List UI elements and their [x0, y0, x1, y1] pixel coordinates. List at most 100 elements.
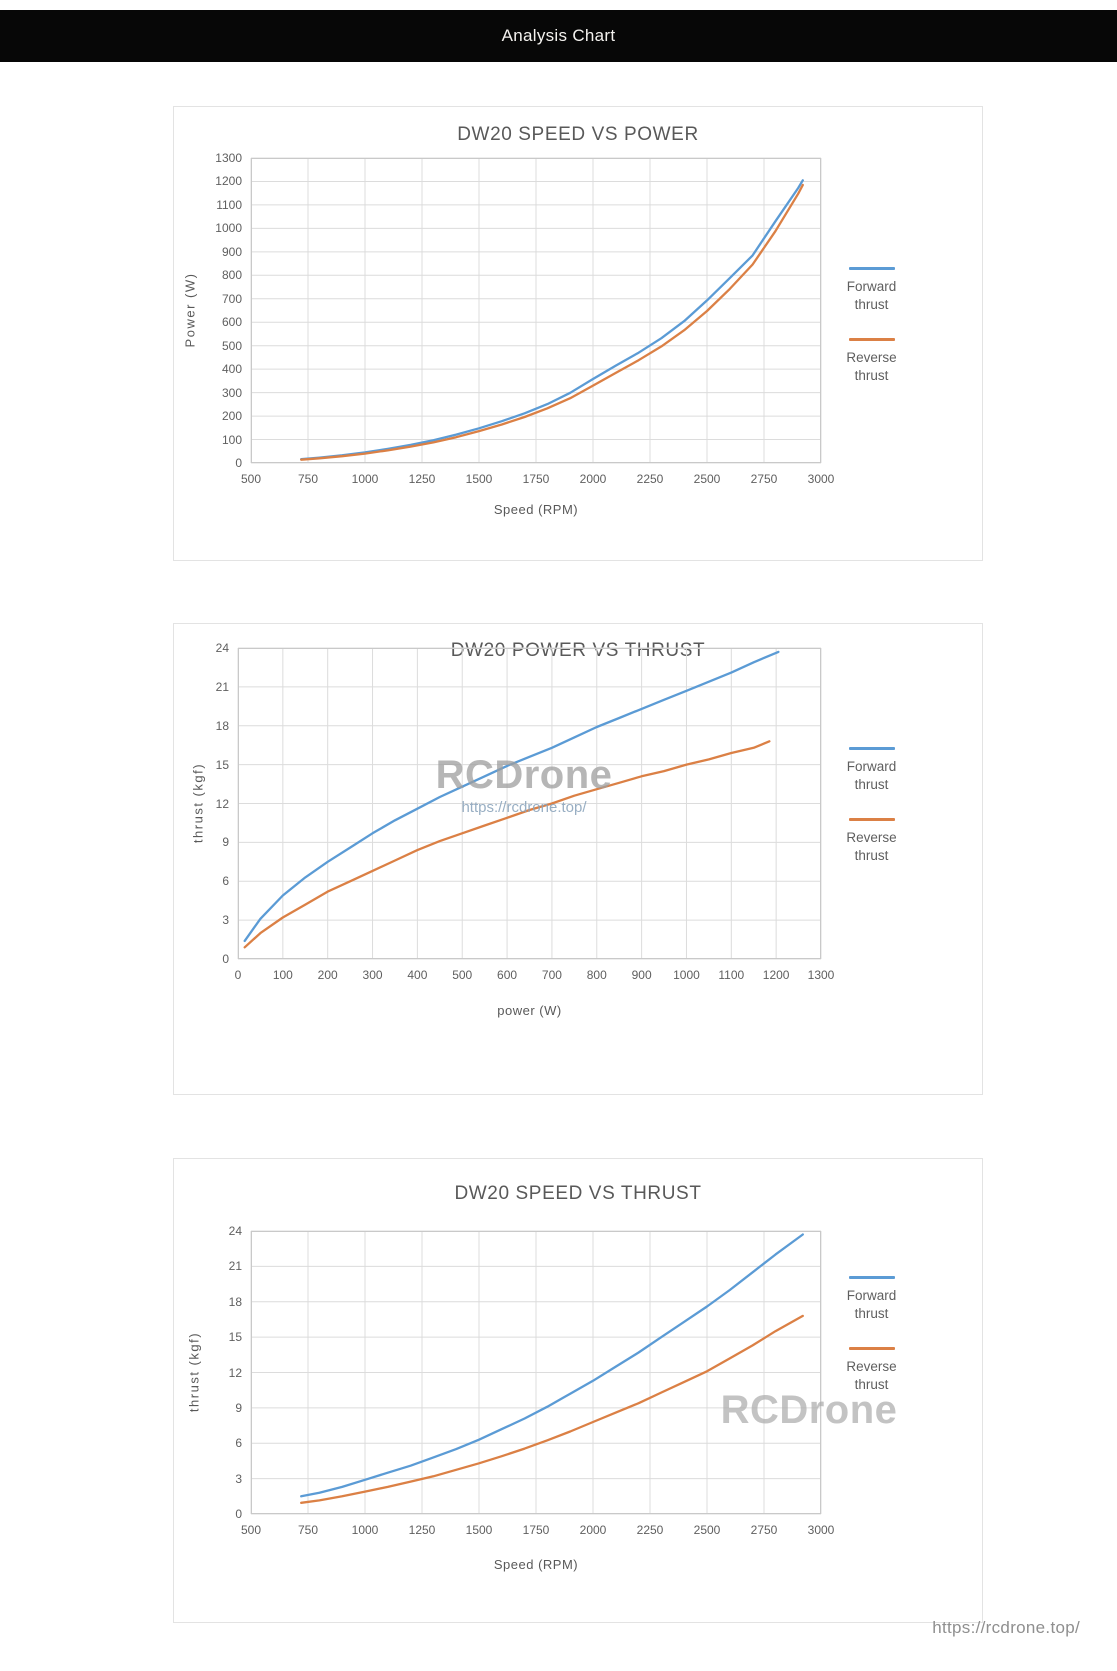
x-tick-label: 750 — [297, 1523, 319, 1537]
speed-vs-power-plot: 500 750 1000 1250 1500 1750 2000 2250 2500 2750 30… — [215, 151, 834, 486]
x-tick-label: 0 — [234, 968, 242, 982]
y-tick-label: 400 — [221, 362, 242, 377]
legend-item-forward: Forward thrust — [814, 747, 929, 794]
x-tick-label: 3000 — [807, 1523, 835, 1537]
y-tick-label: 3 — [235, 1471, 242, 1486]
y-tick-label: 6 — [235, 1436, 242, 1451]
x-tick-label: 200 — [317, 968, 338, 982]
legend: Forward thrust Reverse thrust — [814, 267, 929, 409]
header-bar: Analysis Chart — [0, 10, 1117, 62]
y-tick-label: 800 — [221, 268, 242, 283]
watermark-brand: RCDrone — [720, 1388, 898, 1432]
forward-line-swatch — [848, 1276, 895, 1279]
y-tick-label: 1000 — [215, 221, 242, 236]
power-vs-thrust-plot: 0 100 200 300 400 500 600 700 800 900 1000 1100 1200… — [216, 641, 835, 982]
watermark: RCDrone https://rcdrone.top/ — [399, 754, 649, 816]
x-tick-label: 2500 — [693, 1523, 721, 1537]
y-tick-label: 300 — [221, 385, 242, 400]
x-tick-label: 2750 — [750, 472, 778, 486]
x-tick-label: 2000 — [579, 1523, 607, 1537]
legend-item-reverse: Reverse thrust — [814, 1347, 929, 1394]
y-tick-label: 100 — [221, 432, 242, 447]
x-tick-label: 1000 — [351, 472, 379, 486]
legend-label: Forward thrust — [846, 279, 897, 312]
x-tick-label: 1000 — [351, 1523, 379, 1537]
y-axis-label: thrust (kgf) — [186, 1331, 202, 1413]
y-tick-label: 12 — [215, 796, 229, 811]
x-tick-label: 1000 — [673, 968, 700, 982]
page-title: Analysis Chart — [501, 26, 616, 45]
reverse-line-swatch — [848, 818, 895, 821]
x-tick-label: 1300 — [807, 968, 835, 982]
y-tick-label: 700 — [221, 291, 242, 306]
x-tick-label: 300 — [362, 968, 383, 982]
y-tick-label: 15 — [215, 757, 229, 772]
x-tick-label: 2250 — [636, 472, 664, 486]
y-tick-label: 0 — [235, 456, 242, 470]
y-axis-label: thrust (kgf) — [190, 762, 206, 844]
y-tick-label: 0 — [222, 952, 229, 966]
x-tick-label: 500 — [240, 472, 262, 486]
x-tick-label: 1250 — [408, 472, 436, 486]
power-vs-thrust-card: DW20 POWER VS THRUST thrust (kgf) 0 100 20… — [173, 623, 983, 1095]
x-tick-label: 2250 — [636, 1523, 664, 1537]
x-tick-label: 1500 — [465, 1523, 493, 1537]
forward-line-swatch — [848, 747, 895, 750]
legend-label: Forward thrust — [846, 759, 897, 792]
forward-line-swatch — [848, 267, 895, 270]
x-tick-label: 1200 — [762, 968, 790, 982]
y-tick-label: 18 — [215, 718, 229, 733]
speed-vs-thrust-card: DW20 SPEED VS THRUST thrust (kgf) 500 750… — [173, 1158, 983, 1623]
y-tick-label: 500 — [221, 338, 242, 353]
y-tick-label: 9 — [222, 835, 229, 850]
legend-label: Reverse thrust — [846, 830, 897, 863]
legend-item-forward: Forward thrust — [814, 1276, 929, 1323]
x-tick-label: 1500 — [465, 472, 493, 486]
legend-label: Forward thrust — [846, 1288, 897, 1321]
x-tick-label: 500 — [452, 968, 473, 982]
watermark: RCDrone — [689, 1389, 929, 1431]
x-tick-label: 500 — [240, 1523, 262, 1537]
legend-label: Reverse thrust — [846, 350, 897, 383]
y-axis-label: Power (W) — [182, 272, 198, 348]
reverse-line-swatch — [848, 338, 895, 341]
y-tick-label: 1200 — [215, 174, 242, 189]
y-tick-label: 24 — [215, 641, 229, 655]
y-tick-label: 900 — [221, 244, 242, 259]
legend-item-reverse: Reverse thrust — [814, 818, 929, 865]
legend: Forward thrust Reverse thrust — [814, 747, 929, 889]
y-tick-label: 9 — [235, 1400, 242, 1415]
y-tick-label: 200 — [221, 409, 242, 424]
y-tick-label: 21 — [228, 1259, 242, 1274]
y-tick-label: 21 — [215, 679, 229, 694]
y-tick-label: 24 — [228, 1224, 242, 1238]
y-tick-label: 0 — [235, 1507, 242, 1521]
chart-title: DW20 SPEED VS POWER — [457, 124, 699, 145]
y-tick-label: 12 — [228, 1365, 242, 1380]
x-tick-label: 2000 — [579, 472, 607, 486]
y-tick-label: 18 — [228, 1294, 242, 1309]
x-tick-label: 1250 — [408, 1523, 436, 1537]
watermark-brand: RCDrone — [435, 753, 613, 797]
x-tick-label: 800 — [586, 968, 607, 982]
chart-title: DW20 SPEED VS THRUST — [454, 1183, 702, 1204]
x-tick-label: 750 — [297, 472, 319, 486]
x-tick-label: 3000 — [807, 472, 835, 486]
legend-item-reverse: Reverse thrust — [814, 338, 929, 385]
speed-vs-power-card: DW20 SPEED VS POWER Power (W) 500 750 1000… — [173, 106, 983, 561]
x-tick-label: 700 — [541, 968, 562, 982]
x-tick-label: 2500 — [693, 472, 721, 486]
legend-item-forward: Forward thrust — [814, 267, 929, 314]
x-tick-label: 100 — [272, 968, 293, 982]
speed-vs-thrust-plot: 500 750 1000 1250 1500 1750 2000 2250 2500 2750 30… — [229, 1224, 835, 1537]
x-tick-label: 2750 — [750, 1523, 778, 1537]
legend: Forward thrust Reverse thrust — [814, 1276, 929, 1418]
x-tick-label: 1100 — [718, 968, 745, 982]
y-tick-label: 15 — [228, 1330, 242, 1345]
x-tick-label: 1750 — [522, 1523, 550, 1537]
x-axis-label: Speed (RPM) — [493, 1557, 579, 1572]
footer-url: https://rcdrone.top/ — [932, 1618, 1080, 1637]
x-axis-label: power (W) — [497, 1003, 562, 1018]
x-axis-label: Speed (RPM) — [493, 502, 579, 517]
